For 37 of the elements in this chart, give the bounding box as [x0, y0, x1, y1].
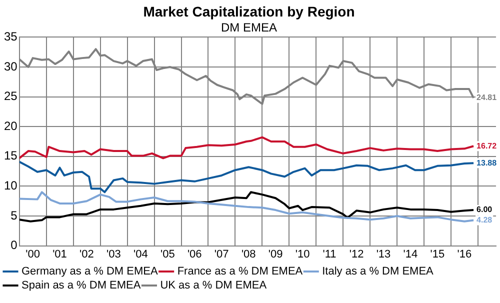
y-tick-label: 25 [4, 89, 18, 104]
x-tick-label: '10 [295, 248, 310, 260]
y-tick-label: 35 [4, 30, 18, 44]
x-tick-label: '01 [52, 248, 67, 260]
data-label: 6.00 [476, 205, 493, 214]
legend-label: Italy as a % DM EMEA [322, 266, 434, 278]
y-tick-label: 10 [4, 178, 18, 193]
data-label: 24.81 [476, 93, 498, 102]
y-tick-label: 0 [10, 238, 18, 252]
chart-title: Market Capitalization by Region [143, 3, 355, 20]
data-label: 16.72 [476, 141, 498, 150]
data-label: 4.28 [476, 215, 493, 224]
x-tick-label: '14 [403, 248, 418, 260]
x-tick-label: '06 [187, 248, 202, 260]
x-tick-label: '15 [430, 248, 445, 260]
x-tick-label: '08 [241, 248, 256, 260]
y-tick-label: 30 [4, 59, 18, 74]
x-tick-label: '03 [106, 248, 121, 260]
legend-label: Germany as a % DM EMEA [22, 266, 158, 278]
y-tick-label: 15 [4, 148, 18, 163]
x-tick-label: '12 [349, 248, 364, 260]
x-tick-label: '11 [322, 248, 336, 260]
x-tick-label: '02 [80, 248, 94, 260]
y-tick-label: 5 [10, 208, 18, 222]
legend-label: France as a % DM EMEA [177, 266, 304, 278]
x-tick-label: '07 [214, 248, 229, 260]
x-tick-label: '09 [268, 248, 283, 260]
legend-label: UK as a % DM EMEA [160, 280, 268, 292]
x-tick-label: '04 [134, 248, 148, 260]
legend-label: Spain as a % DM EMEA [22, 280, 142, 292]
y-tick-label: 20 [4, 118, 18, 133]
x-tick-label: '05 [160, 248, 175, 260]
x-tick-label: '00 [26, 248, 40, 260]
chart-subtitle: DM EMEA [220, 20, 278, 34]
x-tick-label: '13 [376, 248, 391, 260]
x-tick-label: '16 [457, 248, 472, 260]
data-label: 13.88 [476, 158, 498, 168]
